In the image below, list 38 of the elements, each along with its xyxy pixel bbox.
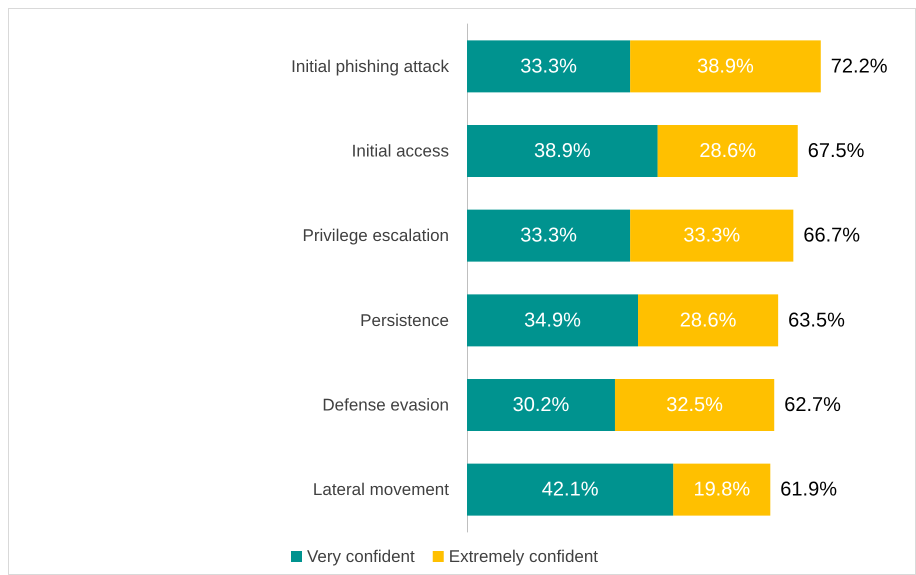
- y-tick-label: Initial phishing attack: [291, 56, 450, 76]
- data-label: 30.2%: [512, 394, 570, 416]
- y-tick-label: Lateral movement: [312, 480, 450, 500]
- y-tick-label: Defense evasion: [322, 396, 449, 414]
- bar: [673, 464, 770, 516]
- bar: [658, 125, 798, 177]
- bar: [630, 210, 794, 262]
- data-label: 28.6%: [699, 140, 756, 162]
- bar: [638, 294, 778, 346]
- y-tick-label: Initial access: [352, 142, 449, 160]
- bar: [467, 294, 638, 346]
- legend-label: Extremely confident: [448, 547, 598, 566]
- bar: [467, 125, 658, 177]
- data-label: 19.8%: [693, 478, 750, 501]
- data-label: 38.9%: [697, 55, 754, 78]
- data-label: 38.9%: [534, 140, 591, 162]
- total-label: 61.9%: [780, 478, 838, 501]
- total-label: 67.5%: [808, 140, 865, 162]
- data-label: 42.1%: [542, 478, 599, 501]
- total-label: 72.2%: [830, 55, 888, 78]
- data-label: 33.3%: [520, 55, 578, 78]
- bar: [467, 40, 630, 92]
- total-label: 63.5%: [788, 309, 846, 332]
- total-label: 62.7%: [784, 394, 842, 416]
- bar: [467, 210, 630, 262]
- data-label: 33.3%: [520, 224, 578, 247]
- y-tick-label: Privilege escalation: [302, 226, 449, 246]
- data-label: 34.9%: [524, 309, 582, 332]
- legend-label: Very confident: [307, 547, 416, 566]
- data-label: 32.5%: [666, 394, 724, 416]
- data-label: 28.6%: [680, 309, 737, 332]
- bar: [614, 379, 774, 431]
- bar: [630, 40, 821, 92]
- bar: [467, 464, 674, 516]
- bar: [467, 379, 615, 431]
- data-label: 33.3%: [683, 224, 740, 247]
- y-tick-label: Persistence: [360, 310, 449, 330]
- total-label: 66.7%: [803, 224, 860, 247]
